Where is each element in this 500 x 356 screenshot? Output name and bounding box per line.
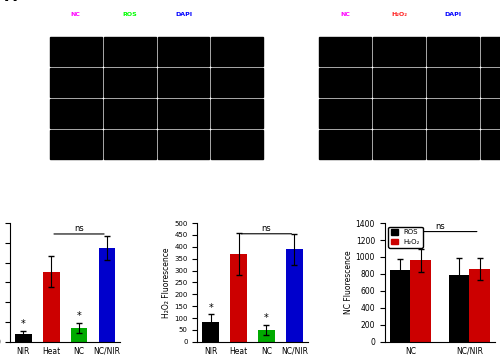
Text: DAPI: DAPI [175, 12, 192, 17]
Text: NC: NC [340, 12, 350, 17]
Bar [212, 130, 264, 159]
Text: *: * [264, 313, 269, 323]
Bar [98, 248, 115, 342]
Bar [373, 99, 425, 128]
Bar [43, 272, 60, 342]
Text: NC: NC [71, 12, 81, 17]
Text: ROS: ROS [122, 12, 137, 17]
Text: Heat: Heat [15, 76, 20, 89]
Text: A: A [5, 0, 17, 4]
Bar [104, 130, 156, 159]
Text: ns: ns [74, 224, 84, 233]
Bar [390, 270, 410, 342]
Bar [427, 37, 479, 66]
Text: NC: NC [15, 110, 20, 118]
Text: NC/NIR: NC/NIR [15, 136, 20, 155]
Text: *: * [76, 311, 82, 321]
Bar [410, 260, 431, 342]
Bar [373, 68, 425, 97]
Bar [286, 249, 302, 342]
Bar [212, 99, 264, 128]
Bar [427, 99, 479, 128]
Text: DAPI: DAPI [444, 12, 462, 17]
Text: ns: ns [262, 224, 272, 233]
Bar [230, 254, 247, 342]
Bar [70, 328, 88, 342]
Bar [212, 68, 264, 97]
Bar [15, 334, 32, 342]
Bar [50, 99, 102, 128]
Y-axis label: NC Fluorescence: NC Fluorescence [344, 251, 353, 314]
Bar [481, 99, 500, 128]
Text: *: * [21, 319, 25, 329]
Text: Merge: Merge [226, 12, 248, 17]
Bar [481, 130, 500, 159]
Bar [158, 37, 210, 66]
Text: NIR: NIR [15, 47, 20, 56]
Bar [212, 37, 264, 66]
Bar [158, 130, 210, 159]
Bar [319, 130, 371, 159]
Bar [158, 99, 210, 128]
Text: ns: ns [435, 222, 445, 231]
Bar [104, 68, 156, 97]
Bar [373, 130, 425, 159]
Bar [319, 37, 371, 66]
Legend: ROS, H₂O₂: ROS, H₂O₂ [388, 226, 422, 248]
Y-axis label: H₂O₂ Fluorescence: H₂O₂ Fluorescence [162, 247, 172, 318]
Bar [50, 130, 102, 159]
Bar [319, 99, 371, 128]
Bar [104, 99, 156, 128]
Bar [470, 269, 490, 342]
Bar [319, 68, 371, 97]
Bar [202, 321, 219, 342]
Text: *: * [208, 303, 213, 313]
Bar [258, 330, 275, 342]
Bar [481, 37, 500, 66]
Bar [50, 68, 102, 97]
Bar [481, 68, 500, 97]
Bar [448, 275, 469, 342]
Text: Merge: Merge [496, 12, 500, 17]
Text: H₂O₂: H₂O₂ [391, 12, 407, 17]
Bar [104, 37, 156, 66]
Bar [158, 68, 210, 97]
Bar [427, 130, 479, 159]
Bar [427, 68, 479, 97]
Bar [373, 37, 425, 66]
Bar [50, 37, 102, 66]
